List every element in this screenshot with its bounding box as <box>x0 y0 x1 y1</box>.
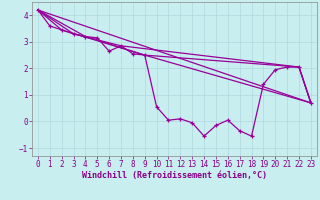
X-axis label: Windchill (Refroidissement éolien,°C): Windchill (Refroidissement éolien,°C) <box>82 171 267 180</box>
